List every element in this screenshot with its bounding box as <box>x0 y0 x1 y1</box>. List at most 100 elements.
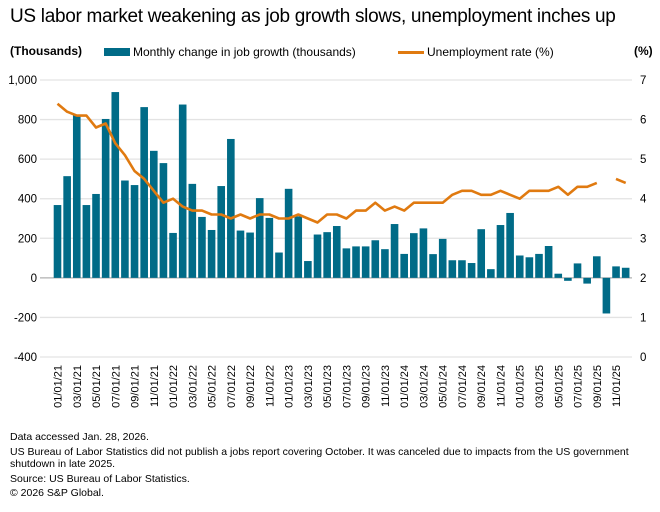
left-tick-label: 400 <box>18 194 37 206</box>
bar-job-growth <box>236 230 245 278</box>
legend-label: Unemployment rate (%) <box>427 45 554 59</box>
bar-job-growth <box>496 225 505 278</box>
left-tick-label: 800 <box>18 115 37 127</box>
right-tick-label: 0 <box>640 352 646 364</box>
right-tick-label: 5 <box>640 154 646 166</box>
unemployment-line <box>615 177 627 185</box>
bar-job-growth <box>544 246 553 278</box>
x-tick-label: 03/01/22 <box>187 365 199 408</box>
x-tick-label: 01/01/25 <box>515 365 527 408</box>
legend-swatch-line <box>398 50 424 54</box>
bar-job-growth <box>92 193 100 278</box>
x-tick-label: 01/01/21 <box>53 365 65 408</box>
x-tick-label: 11/01/23 <box>380 365 392 407</box>
x-tick-label: 11/01/24 <box>495 365 507 407</box>
x-tick-label: 05/01/22 <box>207 365 219 408</box>
x-tick-label: 03/01/24 <box>418 365 430 408</box>
bar-job-growth <box>525 257 534 278</box>
bar-job-growth <box>275 252 283 278</box>
x-tick-label: 03/01/21 <box>72 365 84 408</box>
bar-job-growth <box>554 273 563 278</box>
bar-job-growth <box>352 246 360 278</box>
x-tick-label: 05/01/24 <box>438 365 450 408</box>
bar-job-growth <box>573 263 582 278</box>
bar-job-growth <box>101 118 110 278</box>
legend-item-unemployment: Unemployment rate (%) <box>398 45 554 59</box>
legend-label: Monthly change in job growth (thousands) <box>133 45 356 59</box>
x-tick-label: 03/01/23 <box>303 365 315 408</box>
x-tick-label: 09/01/25 <box>592 365 604 408</box>
bar-job-growth <box>63 176 71 278</box>
x-tick-label: 03/01/25 <box>534 365 546 408</box>
x-tick-label: 09/01/21 <box>130 365 142 408</box>
bar-job-growth <box>448 260 457 278</box>
bar-job-growth <box>178 104 187 278</box>
bar-job-growth <box>150 150 158 278</box>
october-note: US Bureau of Labor Statistics did not pu… <box>10 445 629 471</box>
bar-job-growth <box>227 138 235 278</box>
x-tick-label: 07/01/21 <box>110 365 122 408</box>
left-tick-label: 600 <box>18 154 37 166</box>
source-note: Source: US Bureau of Labor Statistics. <box>10 472 190 485</box>
bar-job-growth <box>487 269 495 278</box>
right-tick-label: 1 <box>640 312 646 324</box>
left-axis-unit: (Thousands) <box>10 44 82 58</box>
bar-job-growth <box>458 260 466 278</box>
bar-job-growth <box>284 188 293 278</box>
right-tick-label: 2 <box>640 273 646 285</box>
bar-job-growth <box>246 232 254 278</box>
bar-job-growth <box>592 256 601 278</box>
footer-notes: Data accessed Jan. 28, 2026. US Bureau o… <box>10 431 650 502</box>
bar-job-growth <box>621 267 630 278</box>
right-tick-label: 7 <box>640 75 646 87</box>
bar-job-growth <box>477 229 486 278</box>
bar-job-growth <box>361 246 370 278</box>
bar-job-growth <box>515 255 524 278</box>
x-tick-label: 09/01/23 <box>361 365 373 408</box>
legend-item-job-growth: Monthly change in job growth (thousands) <box>104 45 356 59</box>
bar-job-growth <box>390 224 399 278</box>
bar-job-growth <box>400 253 408 278</box>
legend-swatch-bar <box>104 48 130 56</box>
x-tick-label: 11/01/22 <box>264 365 276 407</box>
data-accessed-note: Data accessed Jan. 28, 2026. <box>10 431 149 443</box>
x-tick-label: 11/01/25 <box>611 365 623 407</box>
bar-job-growth <box>130 185 139 278</box>
right-axis-unit: (%) <box>634 44 653 58</box>
chart-title: US labor market weakening as job growth … <box>10 6 616 27</box>
unemployment-line <box>56 102 598 224</box>
bar-job-growth <box>294 216 303 278</box>
x-tick-label: 05/01/23 <box>322 365 334 408</box>
bar-job-growth <box>467 263 476 278</box>
x-tick-label: 07/01/25 <box>573 365 585 408</box>
left-tick-label: 0 <box>31 273 37 285</box>
x-tick-label: 01/01/22 <box>168 365 180 408</box>
bar-job-growth <box>188 183 197 278</box>
copyright-note: © 2026 S&P Global. <box>10 487 104 499</box>
bar-job-growth <box>323 232 331 278</box>
x-tick-label: 05/01/21 <box>91 365 103 408</box>
bar-job-growth <box>506 212 514 278</box>
right-tick-label: 3 <box>640 233 646 245</box>
bar-job-growth <box>198 216 206 278</box>
bar-job-growth <box>583 277 591 284</box>
left-tick-label: 200 <box>18 233 37 245</box>
bar-job-growth <box>140 107 148 278</box>
bar-job-growth <box>265 217 274 278</box>
bar-job-growth <box>410 233 418 278</box>
bar-job-growth <box>169 232 177 278</box>
bar-job-growth <box>72 114 81 278</box>
x-tick-label: 01/01/23 <box>284 365 296 408</box>
bar-job-growth <box>371 240 380 278</box>
bar-job-growth <box>381 249 389 278</box>
x-tick-label: 09/01/22 <box>245 365 257 408</box>
x-tick-label: 11/01/21 <box>149 365 161 407</box>
bar-job-growth <box>602 277 611 314</box>
x-tick-label: 07/01/24 <box>457 365 469 408</box>
bar-job-growth <box>207 229 216 278</box>
left-tick-label: -400 <box>14 352 37 364</box>
right-tick-label: 4 <box>640 194 647 206</box>
bar-job-growth <box>255 198 264 278</box>
bar-job-growth <box>429 254 437 278</box>
